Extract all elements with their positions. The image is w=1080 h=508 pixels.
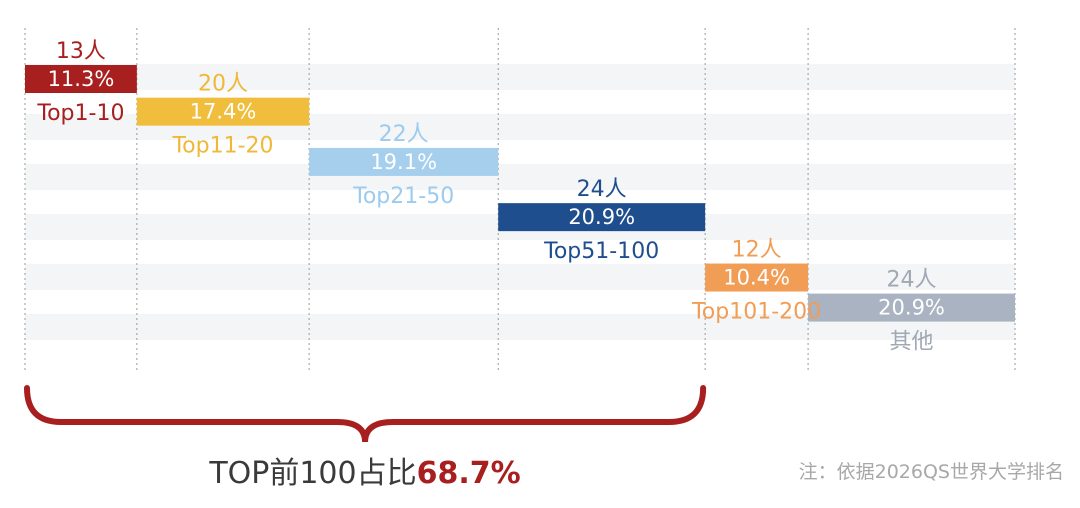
summary-value: 68.7%: [417, 456, 521, 491]
count-label-6: 24人: [887, 268, 937, 293]
value-label-1: 11.3%: [48, 67, 115, 91]
bar-6: [808, 293, 1015, 322]
category-label-6: 其他: [890, 330, 934, 355]
source-note: 注：依据2026QS世界大学排名: [799, 461, 1064, 483]
bar-4: [498, 203, 706, 232]
category-label-5: Top101-200: [691, 300, 821, 325]
bar-2: [136, 97, 310, 126]
count-label-3: 22人: [379, 122, 429, 147]
summary-text: TOP前100占比68.7%: [208, 456, 520, 491]
value-label-5: 10.4%: [723, 266, 790, 290]
bar-1: [25, 65, 137, 93]
category-label-4: Top51-100: [543, 239, 659, 264]
stripe: [25, 164, 1015, 190]
brace-path: [24, 385, 707, 443]
category-label-3: Top21-50: [352, 184, 454, 209]
bars: [25, 65, 1015, 322]
bar-labels: 13人 11.3% Top1-10 20人 17.4% Top11-20 22人 19.1% T…: [36, 39, 945, 355]
summary-prefix: TOP前100占比: [208, 456, 416, 491]
top100-brace: [24, 385, 707, 443]
count-label-1: 13人: [56, 39, 106, 64]
stripe: [25, 64, 1015, 90]
value-label-2: 17.4%: [190, 100, 257, 124]
category-label-1: Top1-10: [36, 101, 124, 126]
value-label-3: 19.1%: [370, 150, 437, 174]
bar-3: [309, 147, 499, 176]
count-label-5: 12人: [732, 238, 782, 263]
stripe: [25, 264, 1015, 290]
count-label-2: 20人: [198, 72, 248, 97]
bar-5: [705, 263, 809, 292]
category-label-2: Top11-20: [171, 134, 273, 159]
value-label-4: 20.9%: [568, 205, 635, 229]
value-label-6: 20.9%: [878, 296, 945, 320]
count-label-4: 24人: [577, 177, 627, 202]
